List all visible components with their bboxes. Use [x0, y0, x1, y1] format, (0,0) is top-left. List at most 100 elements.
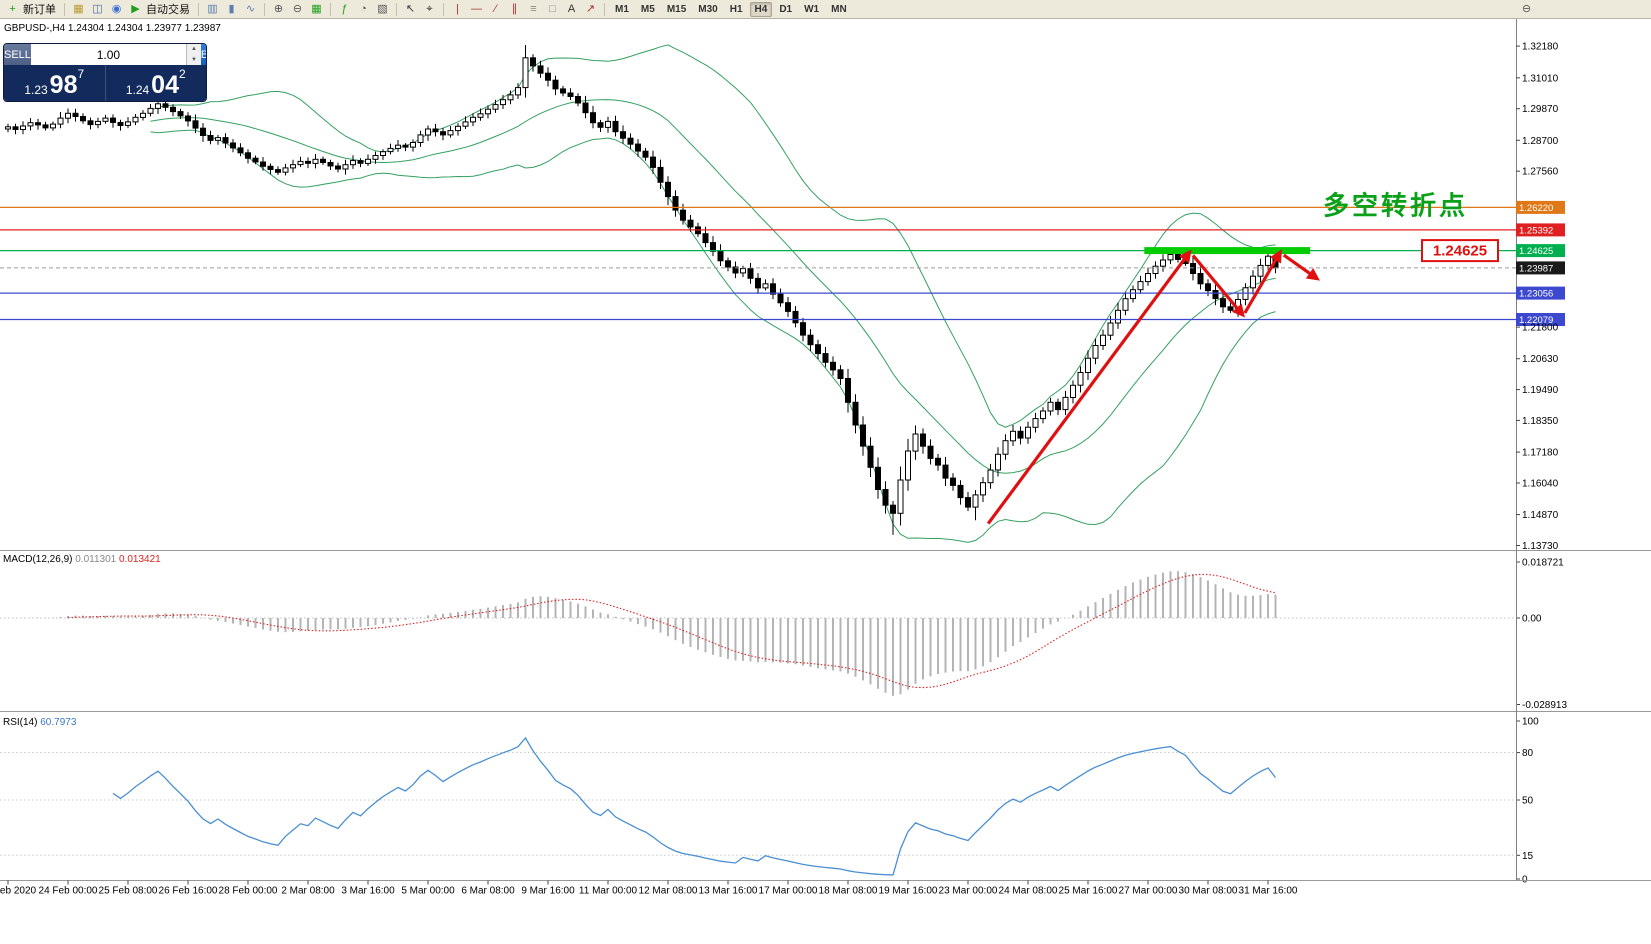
vertical-line-icon[interactable]: |	[456, 2, 459, 15]
sound-icon[interactable]: ◉	[111, 2, 122, 15]
time-axis-label: 26 Feb 16:00	[159, 886, 218, 897]
channel-icon[interactable]: ∥	[511, 2, 518, 15]
lot-size-input[interactable]	[30, 44, 186, 65]
templates-icon[interactable]: ▧	[377, 2, 388, 15]
chart-title: GBPUSD-,H4 1.24304 1.24304 1.23977 1.239…	[4, 23, 221, 34]
price-badge	[1516, 223, 1565, 237]
timeframe-m30[interactable]: M30	[698, 3, 718, 15]
price-badge-label: 1.24625	[1519, 246, 1553, 257]
macd-name: MACD(12,26,9)	[3, 554, 73, 565]
macd-signal-line	[67, 573, 1276, 689]
time-axis-label: 11 Mar 00:00	[579, 886, 638, 897]
support-zone-highlight[interactable]	[1144, 247, 1311, 255]
candlestick-chart-icon[interactable]: ▮	[228, 2, 235, 15]
symbol-period-label: GBPUSD-,H4	[4, 23, 66, 34]
sell-price-big: 98	[49, 71, 78, 99]
trend-arrow[interactable]	[1191, 254, 1245, 318]
price-callout-box[interactable]	[1421, 239, 1499, 263]
time-axis-label: 17 Mar 00:00	[759, 886, 818, 897]
price-axis-label: 1.28700	[1522, 136, 1559, 147]
price-level-lines[interactable]	[0, 206, 1516, 321]
toolbar: + 新订单 ▦ ◫ ◉ ▶ 自动交易 ▥ ▮ ∿ ⊕ ⊖ ▦ ƒ ◔ ▧ ↖ ⌖ | — ∕ ∥ ≡ □ A ↗ M1 M5 M15 M3…	[0, 0, 1651, 19]
timeframe-h4[interactable]: H4	[749, 1, 773, 17]
trendline-icon[interactable]: ∕	[494, 2, 497, 15]
buy-price-button[interactable]: 1.24 04 2	[104, 65, 207, 101]
new-order-label[interactable]: 新订单	[23, 4, 56, 16]
ohlc-low: 1.23977	[145, 23, 182, 34]
crosshair-icon[interactable]: ⌖	[426, 2, 433, 15]
price-badge-label: 1.26220	[1519, 203, 1553, 214]
price-axis[interactable]: 1.26220 1.25392 1.24625 1.23056 1.22079 1.239…	[1516, 42, 1565, 552]
zoom-out-icon[interactable]: ⊖	[292, 2, 303, 15]
price-axis-label: 1.27560	[1522, 167, 1559, 178]
trend-arrows[interactable]	[986, 249, 1320, 525]
time-axis-label: 25 Mar 16:00	[1059, 886, 1118, 897]
fibonacci-icon[interactable]: ≡	[530, 2, 537, 15]
trend-arrow[interactable]	[986, 249, 1192, 525]
price-axis-label: 1.14870	[1522, 510, 1559, 521]
buy-button[interactable]: BUY	[200, 44, 206, 65]
zoom-in-icon[interactable]: ⊕	[273, 2, 284, 15]
time-axis-label: 12 Mar 08:00	[639, 886, 698, 897]
timeframe-mn[interactable]: MN	[831, 3, 847, 15]
time-axis-label: 28 Feb 00:00	[219, 886, 278, 897]
timeframe-m5[interactable]: M5	[640, 3, 655, 15]
time-axis-label: 27 Mar 00:00	[1119, 886, 1178, 897]
price-axis-label: 1.29870	[1522, 104, 1559, 115]
charts-icon[interactable]: ▦	[73, 2, 84, 15]
toolbar-separator	[604, 2, 605, 16]
lot-spinner-down-icon[interactable]: ▼	[186, 54, 201, 65]
new-order-icon[interactable]: +	[9, 2, 16, 15]
timeframe-m1[interactable]: M1	[615, 3, 629, 15]
chart-annotations[interactable]: 多空转折点 1.24625	[1323, 190, 1499, 263]
panel-separators[interactable]	[0, 18, 1651, 881]
price-badge	[1516, 244, 1565, 258]
sell-price-button[interactable]: 1.23 98 7	[4, 65, 105, 101]
cursor-icon[interactable]: ↖	[405, 2, 416, 15]
toolbar-separator	[264, 2, 265, 16]
price-badge-label: 1.23987	[1519, 263, 1553, 274]
macd-indicator-label: MACD(12,26,9) 0.011301 0.013421	[3, 554, 161, 565]
one-click-trading-panel: SELL ▲ ▼ BUY 1.23 98 7 1.24 04 2	[4, 44, 206, 101]
time-axis-label: 19 Mar 16:00	[879, 886, 938, 897]
timeframe-d1[interactable]: D1	[779, 3, 793, 15]
text-icon[interactable]: A	[567, 2, 576, 15]
lot-spinner-up-icon[interactable]: ▲	[186, 44, 201, 55]
trend-arrow[interactable]	[1243, 249, 1282, 314]
support-zone[interactable]	[1144, 247, 1311, 255]
tile-windows-icon[interactable]: ▦	[311, 2, 322, 15]
sell-button[interactable]: SELL	[4, 44, 31, 65]
indicators-icon[interactable]: ƒ	[341, 2, 348, 15]
timeframe-m15[interactable]: M15	[666, 3, 687, 15]
turning-point-label[interactable]: 多空转折点	[1323, 190, 1468, 220]
autotrading-label[interactable]: 自动交易	[146, 4, 190, 16]
toolbar-separator	[330, 2, 331, 16]
rsi-line	[112, 736, 1277, 876]
trend-arrow[interactable]	[1282, 253, 1320, 281]
magnifier-icon[interactable]: ⊖	[1521, 2, 1532, 15]
ohlc-open: 1.24304	[67, 23, 105, 34]
autotrading-icon[interactable]: ▶	[131, 2, 140, 15]
time-axis-label: 9 Mar 16:00	[521, 886, 575, 897]
line-chart-icon[interactable]: ∿	[245, 2, 256, 15]
buy-price-sup: 2	[178, 67, 186, 81]
price-axis-label: 1.31010	[1522, 73, 1559, 84]
toolbar-left-group: + 新订单 ▦ ◫ ◉ ▶ 自动交易 ▥ ▮ ∿ ⊕ ⊖ ▦ ƒ ◔ ▧ ↖ ⌖ | — ∕ ∥ ≡ □ A ↗ M1 M5 M15 M3…	[3, 1, 853, 17]
time-axis-label: 2 Mar 08:00	[281, 886, 335, 897]
shapes-icon[interactable]: □	[549, 2, 556, 15]
horizontal-line-icon[interactable]: —	[471, 2, 482, 15]
bar-chart-icon[interactable]: ▥	[207, 2, 218, 15]
price-axis-label: 1.18350	[1522, 416, 1559, 427]
timeframe-h1[interactable]: H1	[729, 3, 743, 15]
price-badge-label: 1.22079	[1519, 315, 1553, 326]
profiles-icon[interactable]: ◫	[92, 2, 103, 15]
periods-icon[interactable]: ◔	[360, 2, 367, 15]
timeframe-w1[interactable]: W1	[804, 3, 820, 15]
time-axis-label: 3 Mar 16:00	[341, 886, 395, 897]
time-axis-label: 6 Mar 08:00	[461, 886, 515, 897]
time-axis-label: 24 Mar 08:00	[999, 886, 1058, 897]
toolbar-separator	[64, 2, 65, 16]
arrows-icon[interactable]: ↗	[585, 2, 596, 15]
